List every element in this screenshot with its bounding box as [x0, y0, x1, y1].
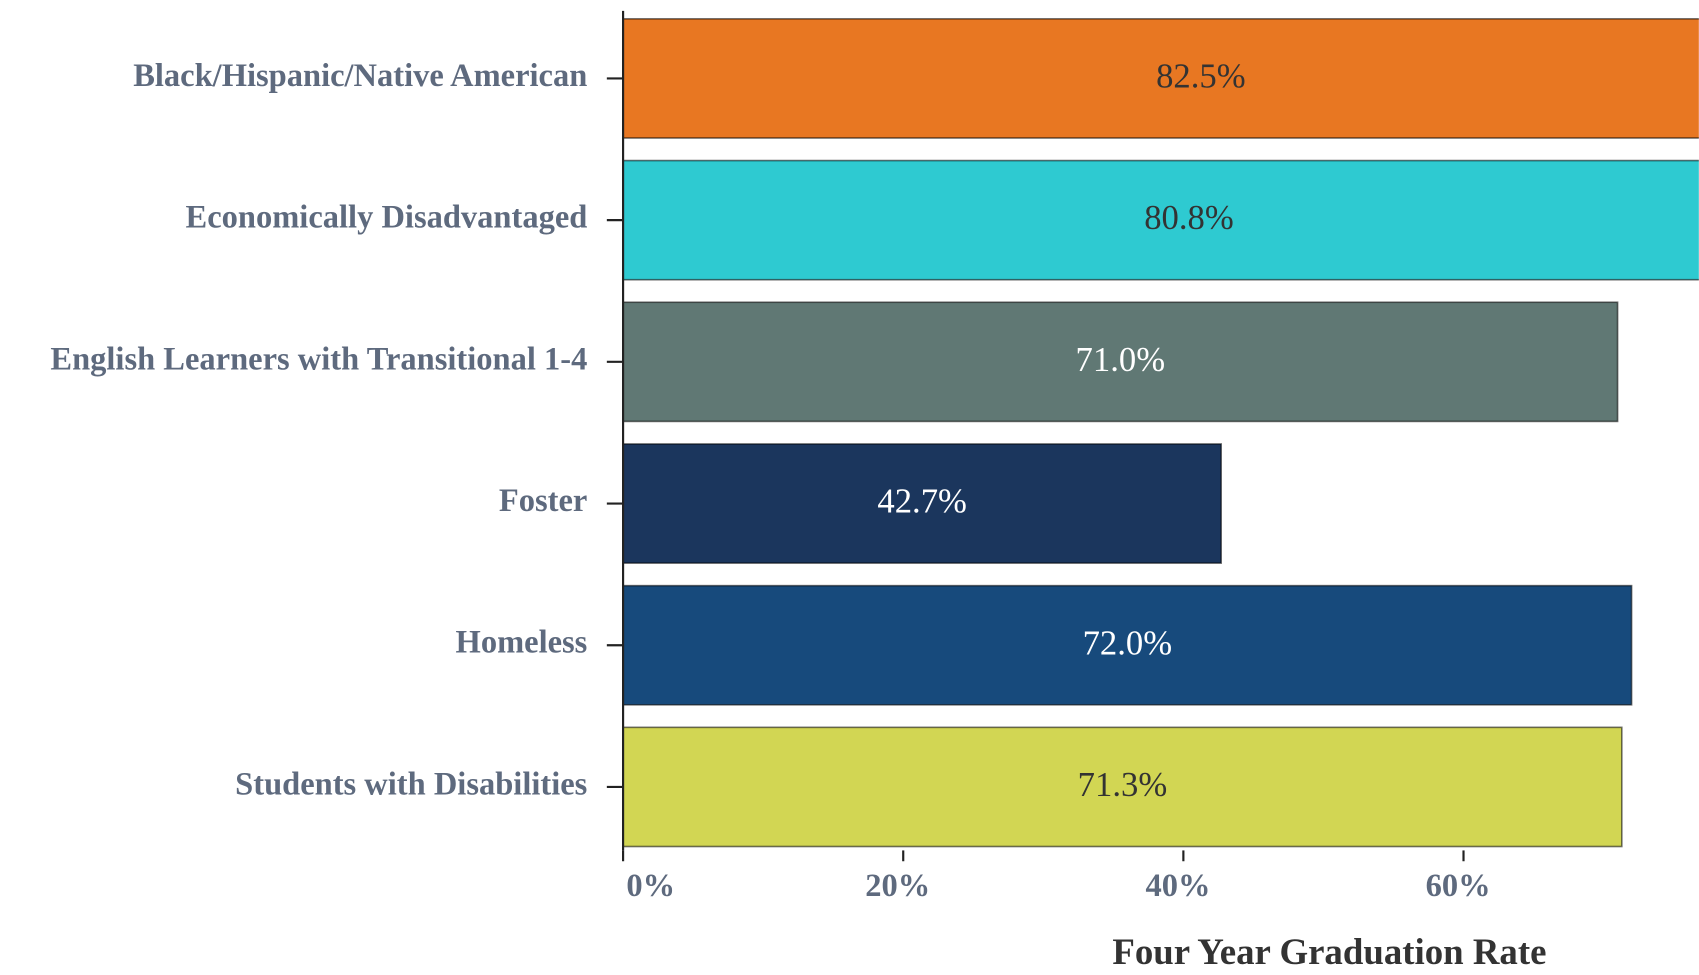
- x-tick-label: 60%: [1426, 868, 1491, 904]
- bar: [623, 18, 1699, 139]
- x-tick-label: 40%: [1145, 868, 1210, 904]
- category-label: Black/Hispanic/Native American: [133, 58, 587, 94]
- category-label: Economically Disadvantaged: [186, 200, 588, 236]
- value-label: 71.0%: [1076, 341, 1166, 379]
- x-tick-label: 0%: [626, 868, 675, 904]
- x-tick-label: 20%: [865, 868, 930, 904]
- category-label: Homeless: [456, 625, 588, 661]
- x-axis-label: Four Year Graduation Rate: [1112, 931, 1546, 972]
- value-label: 80.8%: [1144, 199, 1234, 237]
- value-label: 72.0%: [1083, 624, 1173, 662]
- bar: [623, 301, 1619, 423]
- bar: [623, 159, 1699, 281]
- value-label: 42.7%: [877, 483, 967, 521]
- value-label: 71.3%: [1078, 766, 1168, 804]
- bar: [623, 584, 1633, 706]
- category-label: English Learners with Transitional 1-4: [50, 341, 587, 377]
- category-label: Foster: [499, 483, 587, 519]
- bar: [623, 726, 1623, 848]
- value-label: 82.5%: [1156, 57, 1246, 95]
- category-label: Students with Disabilities: [235, 766, 587, 802]
- bars: [623, 18, 1699, 848]
- bar: [623, 443, 1223, 564]
